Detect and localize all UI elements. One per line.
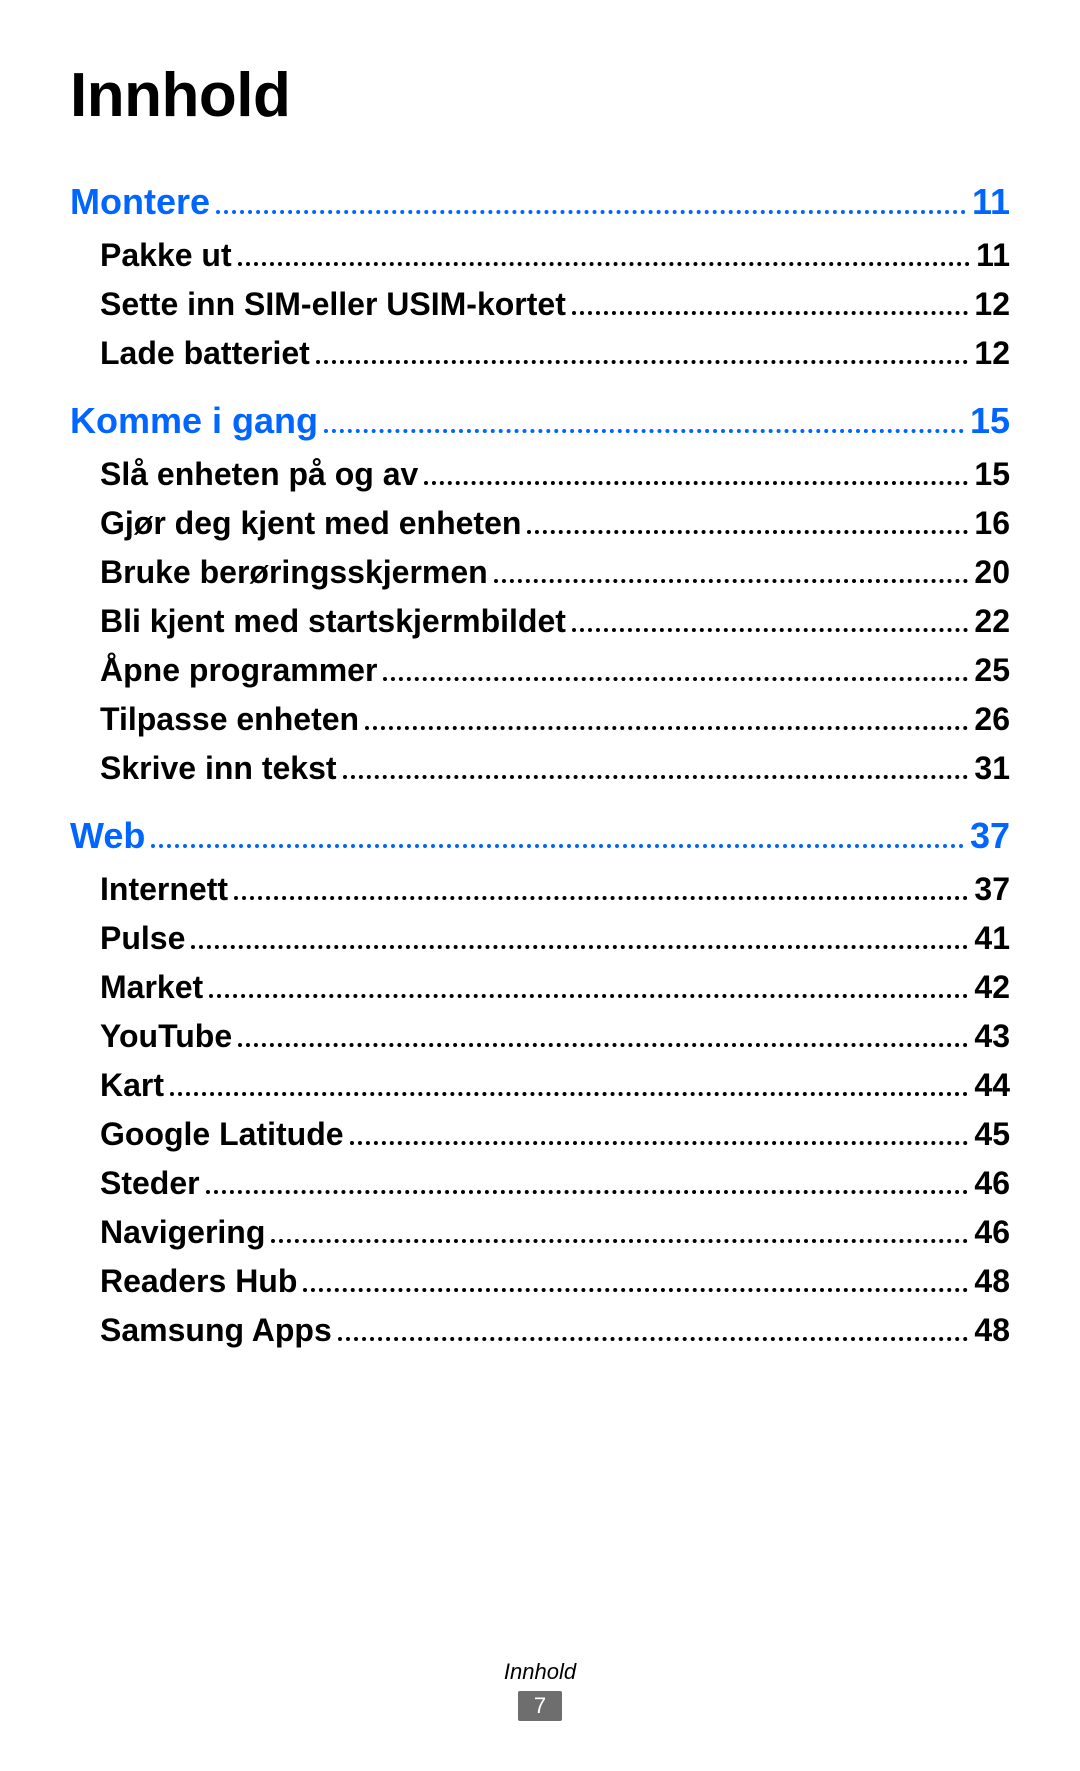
toc-item-row[interactable]: Navigering 46 xyxy=(70,1214,1010,1251)
toc-item-page: 12 xyxy=(974,335,1010,372)
toc-item-page: 26 xyxy=(974,701,1010,738)
dot-leader xyxy=(316,360,969,364)
toc-item-label: Bruke berøringsskjermen xyxy=(100,554,488,591)
toc-item-label: Sette inn SIM-eller USIM-kortet xyxy=(100,286,566,323)
dot-leader xyxy=(324,429,964,433)
toc-item-row[interactable]: Tilpasse enheten 26 xyxy=(70,701,1010,738)
toc-item-label: Pakke ut xyxy=(100,237,232,274)
page-footer: Innhold 7 xyxy=(0,1659,1080,1721)
toc-item-row[interactable]: Kart 44 xyxy=(70,1067,1010,1104)
table-of-contents: Montere 11 Pakke ut 11 Sette inn SIM-eller U… xyxy=(70,181,1010,1349)
toc-section-label: Montere xyxy=(70,181,210,223)
toc-item-page: 42 xyxy=(974,969,1010,1006)
dot-leader xyxy=(216,210,966,214)
toc-item-page: 22 xyxy=(974,603,1010,640)
toc-item-label: Internett xyxy=(100,871,228,908)
toc-item-row[interactable]: Gjør deg kjent med enheten 16 xyxy=(70,505,1010,542)
toc-item-row[interactable]: Market 42 xyxy=(70,969,1010,1006)
dot-leader xyxy=(209,994,968,998)
toc-item-row[interactable]: YouTube 43 xyxy=(70,1018,1010,1055)
toc-item-row[interactable]: Bli kjent med startskjermbildet 22 xyxy=(70,603,1010,640)
toc-item-page: 43 xyxy=(974,1018,1010,1055)
toc-item-row[interactable]: Slå enheten på og av 15 xyxy=(70,456,1010,493)
toc-item-page: 41 xyxy=(974,920,1010,957)
toc-section-row[interactable]: Montere 11 xyxy=(70,181,1010,223)
toc-item-page: 46 xyxy=(974,1214,1010,1251)
toc-item-label: Samsung Apps xyxy=(100,1312,332,1349)
dot-leader xyxy=(365,726,968,730)
page-title: Innhold xyxy=(70,60,1010,131)
toc-item-row[interactable]: Pulse 41 xyxy=(70,920,1010,957)
toc-section-page: 37 xyxy=(970,815,1010,857)
toc-item-label: Åpne programmer xyxy=(100,652,377,689)
toc-item-page: 25 xyxy=(974,652,1010,689)
toc-item-page: 16 xyxy=(974,505,1010,542)
toc-item-row[interactable]: Internett 37 xyxy=(70,871,1010,908)
toc-item-label: Google Latitude xyxy=(100,1116,344,1153)
dot-leader xyxy=(350,1141,969,1145)
toc-item-page: 20 xyxy=(974,554,1010,591)
toc-item-page: 45 xyxy=(974,1116,1010,1153)
toc-item-page: 37 xyxy=(974,871,1010,908)
dot-leader xyxy=(271,1239,968,1243)
dot-leader xyxy=(338,1337,969,1341)
footer-section-name: Innhold xyxy=(0,1659,1080,1685)
dot-leader xyxy=(191,945,968,949)
dot-leader xyxy=(572,311,969,315)
toc-item-label: Kart xyxy=(100,1067,164,1104)
toc-item-row[interactable]: Readers Hub 48 xyxy=(70,1263,1010,1300)
toc-section-label: Komme i gang xyxy=(70,400,318,442)
toc-item-page: 31 xyxy=(974,750,1010,787)
dot-leader xyxy=(151,844,964,848)
toc-item-label: YouTube xyxy=(100,1018,232,1055)
dot-leader xyxy=(527,530,968,534)
dot-leader xyxy=(383,677,968,681)
toc-item-page: 44 xyxy=(974,1067,1010,1104)
dot-leader xyxy=(303,1288,968,1292)
toc-item-page: 48 xyxy=(974,1312,1010,1349)
toc-section-row[interactable]: Komme i gang 15 xyxy=(70,400,1010,442)
toc-item-page: 46 xyxy=(974,1165,1010,1202)
toc-section-page: 15 xyxy=(970,400,1010,442)
toc-item-label: Steder xyxy=(100,1165,200,1202)
toc-item-page: 48 xyxy=(974,1263,1010,1300)
dot-leader xyxy=(343,775,969,779)
dot-leader xyxy=(424,481,968,485)
toc-item-label: Navigering xyxy=(100,1214,265,1251)
toc-item-row[interactable]: Google Latitude 45 xyxy=(70,1116,1010,1153)
toc-item-row[interactable]: Lade batteriet 12 xyxy=(70,335,1010,372)
toc-item-label: Lade batteriet xyxy=(100,335,310,372)
toc-item-label: Skrive inn tekst xyxy=(100,750,337,787)
toc-item-page: 11 xyxy=(976,237,1010,274)
toc-item-label: Bli kjent med startskjermbildet xyxy=(100,603,566,640)
footer-page-number: 7 xyxy=(518,1691,562,1721)
toc-item-page: 12 xyxy=(974,286,1010,323)
toc-item-label: Gjør deg kjent med enheten xyxy=(100,505,521,542)
toc-item-row[interactable]: Skrive inn tekst 31 xyxy=(70,750,1010,787)
toc-item-page: 15 xyxy=(974,456,1010,493)
toc-item-label: Pulse xyxy=(100,920,185,957)
toc-item-row[interactable]: Samsung Apps 48 xyxy=(70,1312,1010,1349)
toc-section-page: 11 xyxy=(972,181,1010,223)
toc-item-row[interactable]: Åpne programmer 25 xyxy=(70,652,1010,689)
toc-item-row[interactable]: Sette inn SIM-eller USIM-kortet 12 xyxy=(70,286,1010,323)
dot-leader xyxy=(238,1043,968,1047)
toc-item-label: Tilpasse enheten xyxy=(100,701,359,738)
dot-leader xyxy=(206,1190,969,1194)
toc-section-label: Web xyxy=(70,815,145,857)
toc-section-row[interactable]: Web 37 xyxy=(70,815,1010,857)
page: Innhold Montere 11 Pakke ut 11 Sette inn SIM… xyxy=(0,0,1080,1771)
dot-leader xyxy=(234,896,968,900)
toc-item-label: Slå enheten på og av xyxy=(100,456,418,493)
toc-item-row[interactable]: Bruke berøringsskjermen 20 xyxy=(70,554,1010,591)
dot-leader xyxy=(572,628,968,632)
dot-leader xyxy=(494,579,969,583)
dot-leader xyxy=(170,1092,968,1096)
toc-item-row[interactable]: Steder 46 xyxy=(70,1165,1010,1202)
toc-item-row[interactable]: Pakke ut 11 xyxy=(70,237,1010,274)
dot-leader xyxy=(238,262,971,266)
toc-item-label: Readers Hub xyxy=(100,1263,297,1300)
toc-item-label: Market xyxy=(100,969,203,1006)
